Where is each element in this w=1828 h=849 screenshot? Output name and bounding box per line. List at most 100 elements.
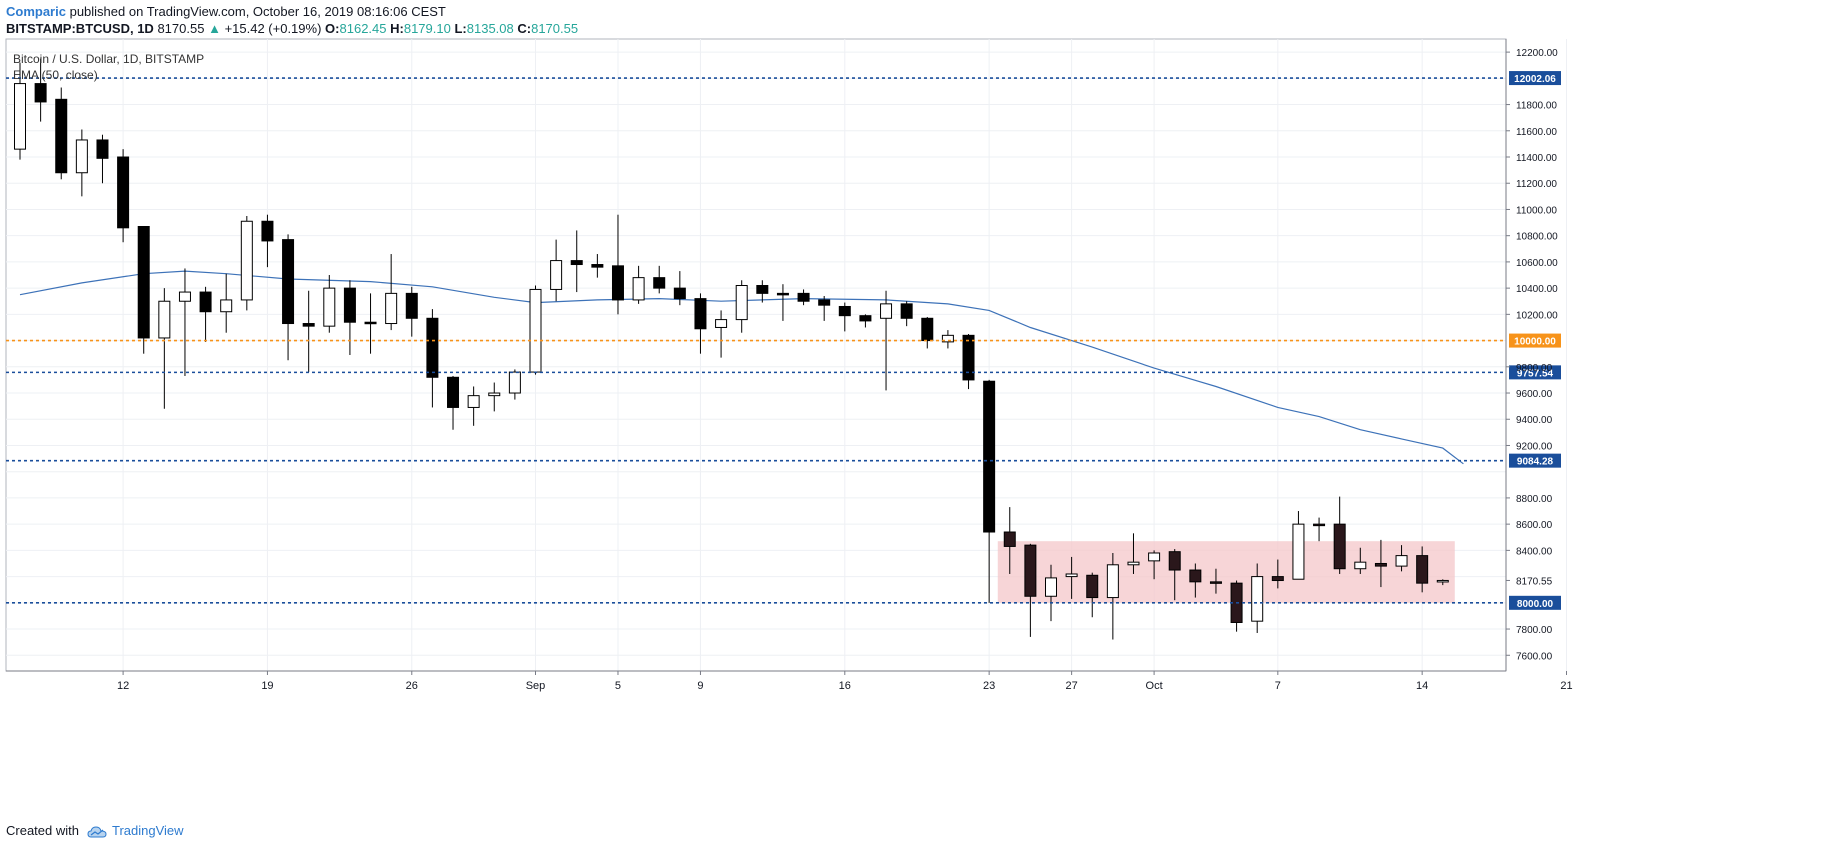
candle-body <box>921 317 934 342</box>
candle <box>240 216 253 311</box>
candle <box>1003 507 1016 574</box>
level-label-box <box>1509 595 1561 610</box>
candle-body <box>776 292 789 296</box>
candle <box>488 382 501 412</box>
candle <box>199 286 212 342</box>
candle <box>838 302 851 332</box>
candle-body <box>385 292 398 325</box>
change-up-icon: ▲ <box>208 21 221 36</box>
price-tick-label: 7600.00 <box>1516 651 1553 662</box>
low-label: L: <box>454 21 467 36</box>
level-label: 10000.00 <box>1514 337 1556 348</box>
candle <box>1313 517 1326 542</box>
candle-body <box>467 395 480 408</box>
candle <box>96 134 109 184</box>
candle <box>1106 552 1119 640</box>
level-label-box <box>1509 71 1561 86</box>
last-price: 8170.55 <box>157 21 205 36</box>
candle <box>34 58 47 122</box>
candle <box>1436 579 1449 586</box>
candle <box>673 271 686 306</box>
time-tick-label: 19 <box>261 680 273 692</box>
candle-body <box>1148 552 1161 562</box>
author-link[interactable]: Comparic <box>6 4 66 19</box>
price-tick-label: 12200.00 <box>1516 48 1558 59</box>
price-tick-label: 8600.00 <box>1516 520 1553 531</box>
candle <box>694 293 707 354</box>
candle-body <box>715 319 728 328</box>
candle <box>220 273 233 333</box>
tradingview-link[interactable]: TradingView <box>112 823 184 838</box>
open-label: O: <box>325 21 340 36</box>
candle <box>983 379 996 603</box>
candle <box>756 280 769 303</box>
candle <box>1127 533 1140 574</box>
candle <box>137 226 150 354</box>
candle <box>343 280 356 355</box>
candle <box>859 314 872 328</box>
candle <box>1251 563 1264 633</box>
price-tick-label: 11400.00 <box>1516 153 1557 164</box>
time-tick-label: 27 <box>1065 680 1077 692</box>
footer: Created with TradingView <box>6 823 184 839</box>
candle-body <box>570 260 583 266</box>
candle-body <box>199 291 212 313</box>
chart-title: Bitcoin / U.S. Dollar, 1D, BITSTAMP <box>13 52 205 66</box>
candle-body <box>1333 523 1346 570</box>
publish-header: Comparic published on TradingView.com, O… <box>6 4 446 20</box>
candle <box>1086 572 1099 618</box>
candle <box>1024 543 1037 637</box>
current-price-label: 8170.55 <box>1516 576 1553 587</box>
candle <box>75 129 88 197</box>
candle <box>900 301 913 327</box>
candle-body <box>983 380 996 533</box>
price-tick-label: 11800.00 <box>1516 101 1557 112</box>
price-tick-label: 11000.00 <box>1516 205 1557 216</box>
time-tick-label: 5 <box>615 680 621 692</box>
quote-bar: BITSTAMP:BTCUSD, 1D 8170.55 ▲ +15.42 (+0… <box>6 21 578 37</box>
candle-body <box>1271 576 1284 582</box>
candle-body <box>34 83 47 103</box>
candle-body <box>1065 573 1078 578</box>
change-value: +15.42 (+0.19%) <box>224 21 322 36</box>
candle-body <box>941 334 954 343</box>
candle <box>921 316 934 349</box>
candle-body <box>653 277 666 289</box>
candle <box>508 369 521 400</box>
candle-body <box>96 139 109 159</box>
candle <box>1148 550 1161 580</box>
candle-body <box>1436 579 1449 583</box>
candle-body <box>550 260 563 290</box>
candle <box>1416 546 1429 593</box>
time-tick-label: 7 <box>1275 680 1281 692</box>
high-label: H: <box>390 21 404 36</box>
price-tick-label: 9600.00 <box>1516 389 1553 400</box>
candle-body <box>282 239 295 325</box>
candle-body <box>405 292 418 319</box>
level-label-box <box>1509 453 1561 468</box>
candle <box>797 289 810 306</box>
candle-body <box>302 323 315 327</box>
candle-body <box>220 299 233 313</box>
candle <box>158 288 171 409</box>
candle-body <box>529 288 542 373</box>
candle <box>818 295 831 321</box>
price-tick-label: 9800.00 <box>1516 363 1553 374</box>
candle-body <box>900 303 913 319</box>
candle <box>405 286 418 337</box>
time-tick-label: 26 <box>406 680 418 692</box>
candle-body <box>261 220 274 242</box>
open-value: 8162.45 <box>339 21 387 36</box>
candle-body <box>1209 581 1222 584</box>
candle-body <box>508 371 521 394</box>
candle <box>282 234 295 361</box>
candle-body <box>1045 577 1057 597</box>
candle <box>178 268 191 376</box>
candle <box>447 375 460 430</box>
price-tick-label: 10200.00 <box>1516 310 1558 321</box>
price-tick-label: 10800.00 <box>1516 232 1558 243</box>
candle-body <box>364 321 377 325</box>
price-tick-label: 9200.00 <box>1516 441 1553 452</box>
candle <box>735 280 748 333</box>
